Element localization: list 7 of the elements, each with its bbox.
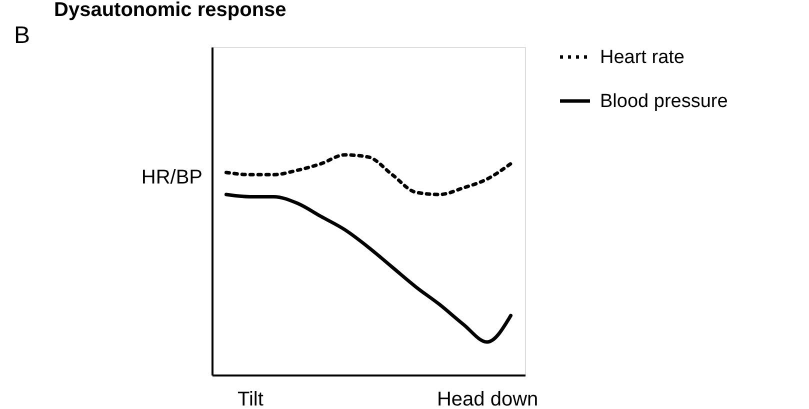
x-tick-label: Head down — [436, 388, 538, 409]
x-tick-label: Tilt — [237, 388, 264, 409]
text: B — [14, 22, 30, 49]
chart-title: Dysautonomic response — [54, 0, 286, 21]
legend-label: Heart rate — [600, 47, 684, 68]
legend-label: Blood pressure — [600, 91, 728, 112]
y-axis-title: HR/BP — [141, 166, 202, 188]
